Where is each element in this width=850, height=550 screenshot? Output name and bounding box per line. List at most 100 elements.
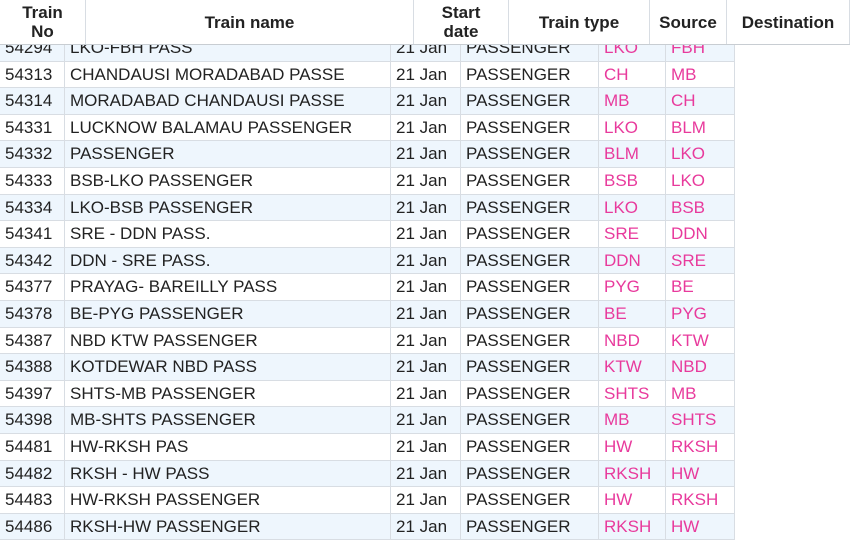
destination-cell: MB (666, 61, 735, 89)
header-cell: Train type (509, 0, 650, 44)
table-header: Train No Train name Start date Train type So… (0, 0, 850, 45)
table-row: 54331 LUCKNOW BALAMAU PASSENGER 21 Jan PASS… (0, 114, 735, 142)
start-date-cell: 21 Jan (391, 194, 461, 222)
train-name-cell: NBD KTW PASSENGER (65, 327, 391, 355)
table-row: 54482 RKSH - HW PASS 21 Jan PASSENGER RKSH HW (0, 460, 735, 488)
train-type-cell: PASSENGER (461, 88, 599, 115)
train-no-cell: 54486 (0, 513, 65, 541)
start-date-cell: 21 Jan (391, 354, 461, 381)
train-name-cell: DDN - SRE PASS. (65, 247, 391, 275)
train-type-cell: PASSENGER (461, 301, 599, 328)
table-row: 54398 MB-SHTS PASSENGER 21 Jan PASSENGER MB S… (0, 407, 735, 434)
train-type-cell: PASSENGER (461, 354, 599, 381)
train-name-cell: MB-SHTS PASSENGER (65, 407, 391, 434)
start-date-cell: 21 Jan (391, 61, 461, 89)
train-no-cell: 54332 (0, 141, 65, 168)
train-type-cell: PASSENGER (461, 221, 599, 248)
train-type-cell: PASSENGER (461, 247, 599, 275)
destination-cell: SRE (666, 247, 735, 275)
table-row: 54483 HW-RKSH PASSENGER 21 Jan PASSENGER HW R… (0, 487, 735, 514)
header-text: Start date (441, 3, 481, 41)
train-no-cell: 54341 (0, 221, 65, 248)
train-name-cell: HW-RKSH PASSENGER (65, 487, 391, 514)
header-cell: Train No (0, 0, 86, 44)
source-cell: BLM (599, 141, 666, 168)
source-cell: DDN (599, 247, 666, 275)
destination-cell: PYG (666, 301, 735, 328)
train-no-cell: 54333 (0, 168, 65, 195)
destination-cell: BLM (666, 114, 735, 142)
train-no-cell: 54387 (0, 327, 65, 355)
train-type-cell: PASSENGER (461, 434, 599, 461)
table-row: 54481 HW-RKSH PAS 21 Jan PASSENGER HW RKSH (0, 434, 735, 461)
destination-cell: DDN (666, 221, 735, 248)
train-no-cell: 54334 (0, 194, 65, 222)
source-cell: LKO (599, 114, 666, 142)
source-cell: KTW (599, 354, 666, 381)
train-name-cell: LKO-BSB PASSENGER (65, 194, 391, 222)
table-row: 54388 KOTDEWAR NBD PASS 21 Jan PASSENGER KTW… (0, 354, 735, 381)
train-no-cell: 54482 (0, 460, 65, 488)
start-date-cell: 21 Jan (391, 247, 461, 275)
destination-cell: LKO (666, 141, 735, 168)
train-type-cell: PASSENGER (461, 327, 599, 355)
destination-cell: RKSH (666, 487, 735, 514)
table-row: 54313 CHANDAUSI MORADABAD PASSE 21 Jan PASS… (0, 61, 735, 89)
header-text: Source (659, 12, 717, 32)
destination-cell: LKO (666, 168, 735, 195)
destination-cell: NBD (666, 354, 735, 381)
train-no-cell: 54397 (0, 380, 65, 408)
table-row: 54486 RKSH-HW PASSENGER 21 Jan PASSENGER RKS… (0, 513, 735, 541)
table-row: 54332 PASSENGER 21 Jan PASSENGER BLM LKO (0, 141, 735, 168)
destination-cell: KTW (666, 327, 735, 355)
train-name-cell: LUCKNOW BALAMAU PASSENGER (65, 114, 391, 142)
train-name-cell: BE-PYG PASSENGER (65, 301, 391, 328)
start-date-cell: 21 Jan (391, 221, 461, 248)
destination-cell: BE (666, 274, 735, 301)
source-cell: NBD (599, 327, 666, 355)
start-date-cell: 21 Jan (391, 301, 461, 328)
train-no-cell: 54483 (0, 487, 65, 514)
destination-cell: HW (666, 460, 735, 488)
train-type-cell: PASSENGER (461, 407, 599, 434)
table-row: 54378 BE-PYG PASSENGER 21 Jan PASSENGER BE PY… (0, 301, 735, 328)
train-no-cell: 54388 (0, 354, 65, 381)
train-type-cell: PASSENGER (461, 61, 599, 89)
table-row: 54342 DDN - SRE PASS. 21 Jan PASSENGER DDN SR… (0, 247, 735, 275)
train-type-cell: PASSENGER (461, 141, 599, 168)
train-type-cell: PASSENGER (461, 513, 599, 541)
train-name-cell: PRAYAG- BAREILLY PASS (65, 274, 391, 301)
header-cell: Train name (86, 0, 414, 44)
train-name-cell: HW-RKSH PAS (65, 434, 391, 461)
train-name-cell: SRE - DDN PASS. (65, 221, 391, 248)
header-cell: Source (650, 0, 727, 44)
start-date-cell: 21 Jan (391, 327, 461, 355)
train-type-cell: PASSENGER (461, 114, 599, 142)
train-name-cell: BSB-LKO PASSENGER (65, 168, 391, 195)
source-cell: LKO (599, 194, 666, 222)
source-cell: RKSH (599, 513, 666, 541)
train-no-cell: 54377 (0, 274, 65, 301)
train-name-cell: KOTDEWAR NBD PASS (65, 354, 391, 381)
source-cell: BSB (599, 168, 666, 195)
source-cell: SRE (599, 221, 666, 248)
train-no-cell: 54481 (0, 434, 65, 461)
destination-cell: MB (666, 380, 735, 408)
destination-cell: SHTS (666, 407, 735, 434)
header-text: Train type (538, 12, 620, 32)
start-date-cell: 21 Jan (391, 88, 461, 115)
start-date-cell: 21 Jan (391, 434, 461, 461)
header-text: Train No (22, 3, 63, 41)
header-text: Destination (741, 12, 835, 32)
source-cell: SHTS (599, 380, 666, 408)
start-date-cell: 21 Jan (391, 407, 461, 434)
source-cell: CH (599, 61, 666, 89)
source-cell: HW (599, 434, 666, 461)
start-date-cell: 21 Jan (391, 460, 461, 488)
source-cell: PYG (599, 274, 666, 301)
source-cell: BE (599, 301, 666, 328)
table-row: 54341 SRE - DDN PASS. 21 Jan PASSENGER SRE DD… (0, 221, 735, 248)
train-type-cell: PASSENGER (461, 168, 599, 195)
start-date-cell: 21 Jan (391, 274, 461, 301)
